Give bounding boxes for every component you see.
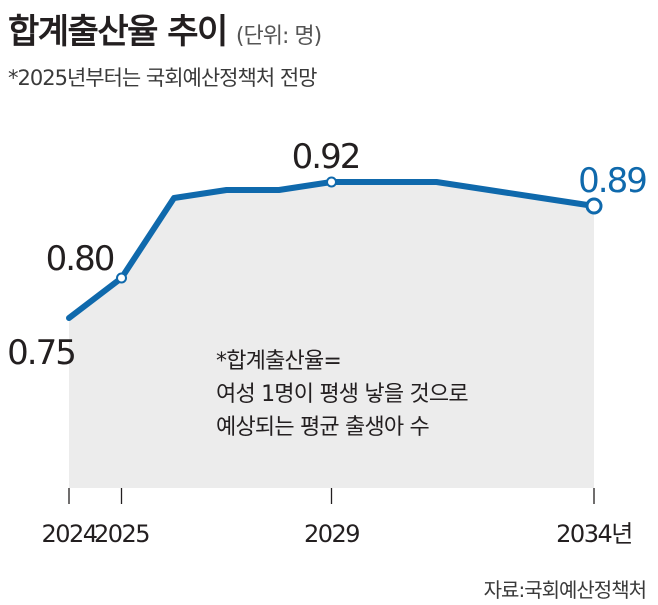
- source-credit: 자료:국회예산정책처: [483, 578, 647, 602]
- title-row: 합계출산율 추이 (단위: 명): [8, 4, 322, 53]
- x-axis-label-2024: 2024: [41, 520, 96, 548]
- chart-subtitle: *2025년부터는 국회예산정책처 전망: [8, 66, 317, 90]
- definition-note: *합계출산율= 여성 1명이 평생 낳을 것으로 예상되는 평균 출생아 수: [216, 345, 469, 444]
- note-line-3: 예상되는 평균 출생아 수: [216, 415, 430, 440]
- data-label-2034: 0.89: [578, 161, 646, 201]
- data-point-marker-2029: [326, 176, 337, 188]
- data-point-marker-2034: [585, 197, 603, 215]
- data-point-marker-2025: [116, 272, 127, 284]
- x-axis-label-2025: 2025: [94, 520, 149, 548]
- unit-label: (단위: 명): [235, 24, 322, 49]
- note-line-1: *합계출산율=: [216, 349, 342, 374]
- data-label-2025: 0.80: [46, 239, 114, 279]
- chart-title: 합계출산율 추이: [8, 12, 228, 52]
- x-axis-label-2029: 2029: [304, 520, 359, 548]
- note-line-2: 여성 1명이 평생 낳을 것으로: [216, 382, 469, 407]
- data-label-2024: 0.75: [7, 333, 75, 373]
- x-axis-label-2034년: 2034년: [556, 520, 632, 548]
- data-label-2029: 0.92: [292, 137, 360, 177]
- chart-area-fill: [69, 182, 594, 488]
